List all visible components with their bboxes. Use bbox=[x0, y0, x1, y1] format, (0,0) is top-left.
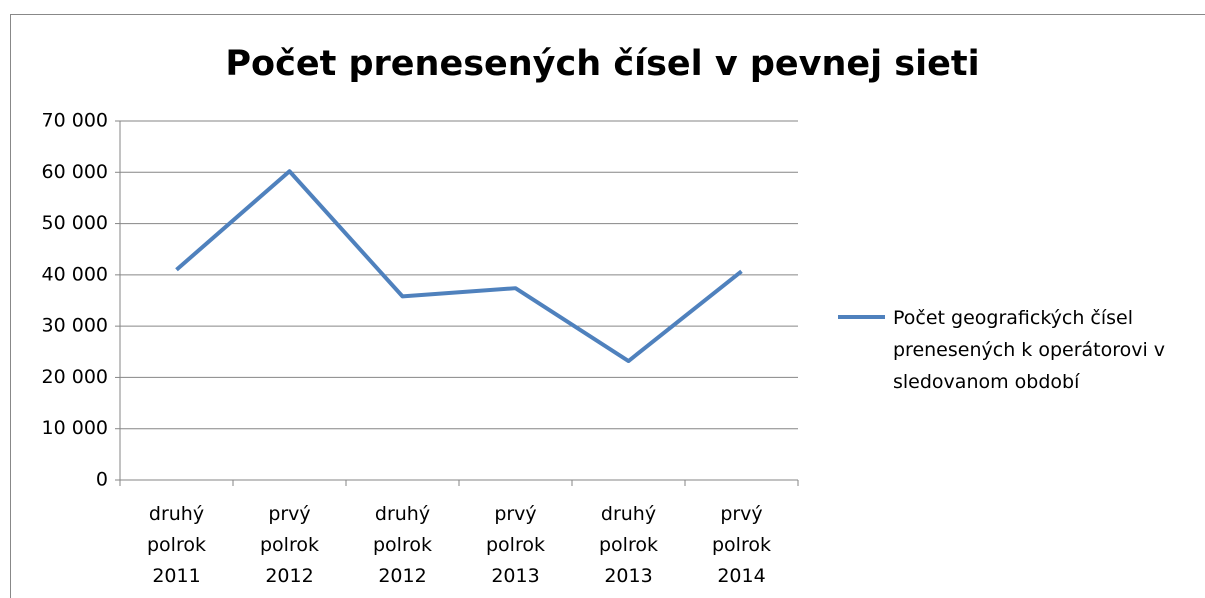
y-tick-label: 10 000 bbox=[42, 417, 108, 439]
legend-label: Počet geografických čísel prenesených k … bbox=[893, 307, 1166, 393]
y-tick-label: 40 000 bbox=[42, 263, 108, 285]
y-tick-label: 70 000 bbox=[42, 110, 108, 132]
y-tick-label: 0 bbox=[96, 469, 108, 491]
y-tick-label: 20 000 bbox=[42, 366, 108, 388]
x-tick-label: druhý polrok 2013 bbox=[599, 503, 658, 587]
line-series bbox=[175, 169, 743, 364]
x-tick-label: prvý polrok 2012 bbox=[260, 503, 319, 587]
x-tick-label: prvý polrok 2013 bbox=[486, 503, 545, 587]
y-tick-label: 50 000 bbox=[42, 212, 108, 234]
y-tick-label: 30 000 bbox=[42, 315, 108, 337]
chart-border bbox=[10, 14, 1205, 598]
x-tick-label: druhý polrok 2011 bbox=[147, 503, 206, 587]
y-tick-label: 60 000 bbox=[42, 161, 108, 183]
chart-title: Počet prenesených čísel v pevnej sieti bbox=[225, 44, 980, 84]
x-tick-label: prvý polrok 2014 bbox=[712, 503, 771, 587]
x-tick-label: druhý polrok 2012 bbox=[373, 503, 432, 587]
